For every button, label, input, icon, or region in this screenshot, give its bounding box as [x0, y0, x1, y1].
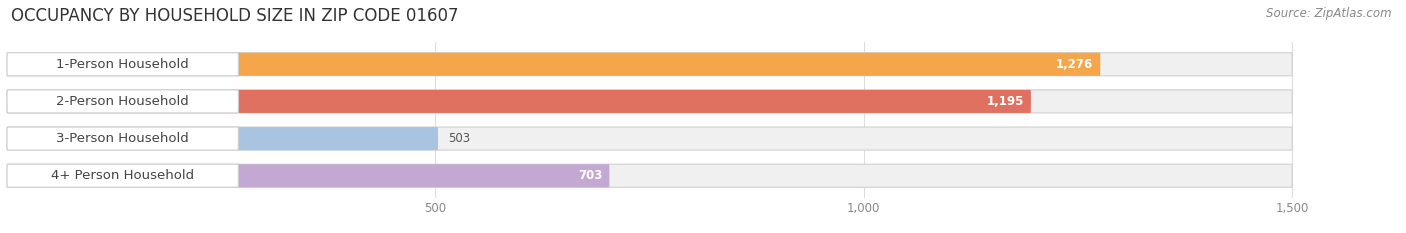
Text: 703: 703 [578, 169, 603, 182]
FancyBboxPatch shape [7, 53, 1292, 76]
FancyBboxPatch shape [7, 164, 239, 187]
FancyBboxPatch shape [7, 127, 1292, 150]
FancyBboxPatch shape [7, 53, 239, 76]
FancyBboxPatch shape [7, 90, 1031, 113]
Text: 1-Person Household: 1-Person Household [56, 58, 188, 71]
Text: 4+ Person Household: 4+ Person Household [51, 169, 194, 182]
Text: 3-Person Household: 3-Person Household [56, 132, 188, 145]
Text: OCCUPANCY BY HOUSEHOLD SIZE IN ZIP CODE 01607: OCCUPANCY BY HOUSEHOLD SIZE IN ZIP CODE … [11, 7, 458, 25]
FancyBboxPatch shape [7, 127, 439, 150]
Text: 1,276: 1,276 [1056, 58, 1094, 71]
FancyBboxPatch shape [7, 53, 1101, 76]
FancyBboxPatch shape [7, 164, 609, 187]
FancyBboxPatch shape [7, 127, 239, 150]
Text: Source: ZipAtlas.com: Source: ZipAtlas.com [1267, 7, 1392, 20]
FancyBboxPatch shape [7, 90, 239, 113]
Text: 2-Person Household: 2-Person Household [56, 95, 188, 108]
FancyBboxPatch shape [7, 164, 1292, 187]
Text: 503: 503 [449, 132, 471, 145]
Text: 1,195: 1,195 [987, 95, 1024, 108]
FancyBboxPatch shape [7, 90, 1292, 113]
